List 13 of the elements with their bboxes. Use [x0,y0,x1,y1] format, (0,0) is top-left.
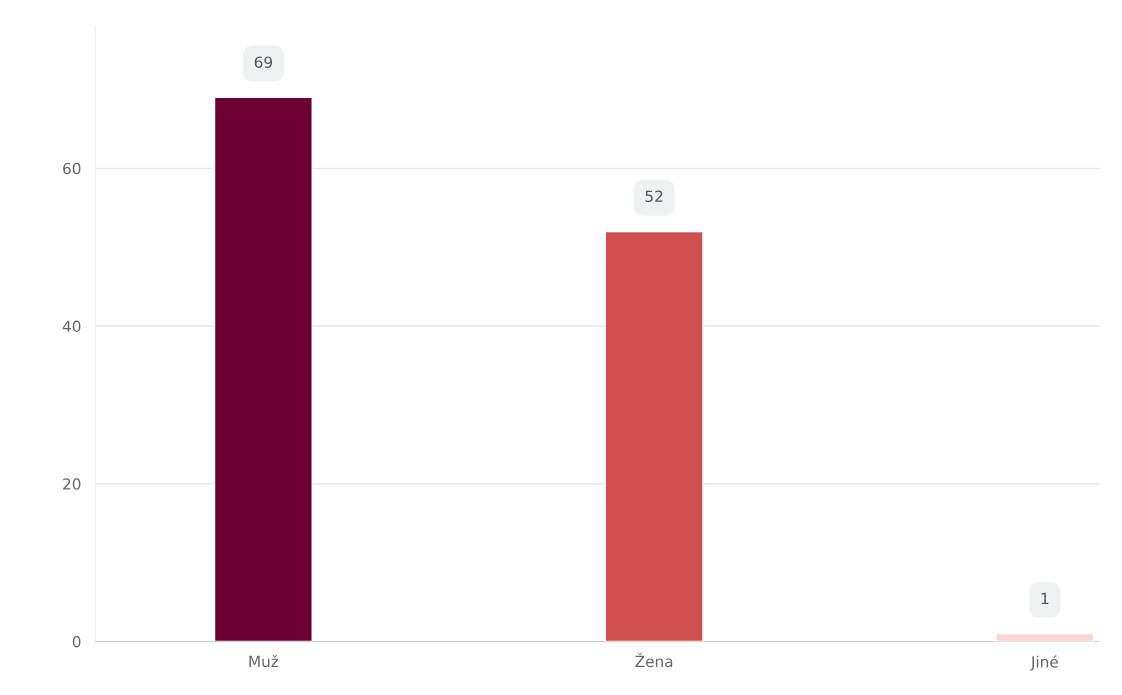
y-tick-label: 40 [62,320,81,333]
data-label: 52 [645,190,663,203]
data-label: 1 [1041,592,1049,604]
y-tick-label: 20 [63,478,81,490]
bar [995,632,1095,642]
y-tick-label: 0 [72,635,81,648]
bar [604,230,704,642]
bar [213,96,313,642]
x-tick-label: Muž [249,654,279,668]
data-label: 69 [254,56,273,68]
x-tick-label: Jiné [1030,655,1058,671]
x-tick-label: Žena [635,652,673,668]
y-tick-label: 60 [63,162,81,175]
